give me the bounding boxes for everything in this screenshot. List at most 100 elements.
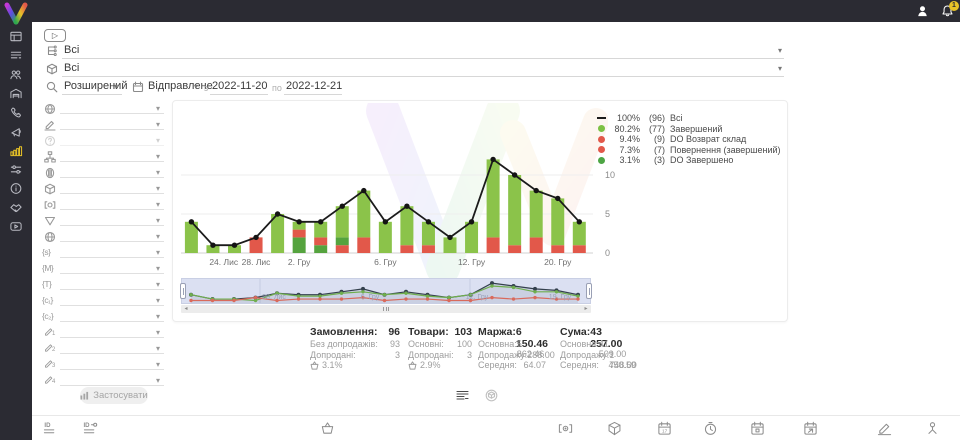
filter-dropdown-fingerprint[interactable]: ▾ (40, 165, 168, 181)
scroll-left-icon[interactable]: ◂ (184, 306, 188, 312)
filter-dropdown-funnel[interactable]: ▾ (40, 213, 168, 229)
filter-dropdown-banknote[interactable]: ▾ (40, 197, 168, 213)
pencil-3-icon (44, 359, 54, 369)
bottombar-cube-icon[interactable] (607, 421, 622, 436)
sidebar-users-icon[interactable] (9, 68, 23, 81)
filter-input-line[interactable] (60, 289, 164, 290)
app-logo-icon[interactable] (3, 2, 29, 26)
legend-item[interactable]: 100% (96) Всі (597, 113, 783, 124)
filter-dropdown-web[interactable]: ▾ (40, 229, 168, 245)
filter-input-line[interactable] (60, 273, 164, 274)
chevron-down-icon: ▾ (155, 120, 160, 129)
sidebar-dashboard-icon[interactable] (9, 30, 23, 43)
legend-marker (597, 124, 606, 133)
navigator-left-handle[interactable] (180, 283, 186, 299)
notifications-bell-icon[interactable]: 1 (941, 1, 959, 18)
bottombar-clock-icon[interactable] (703, 421, 718, 436)
product-filter[interactable]: Всі ▾ (44, 62, 788, 78)
filter-dropdown-globe[interactable]: ▾ (40, 101, 168, 117)
bottombar-calendar-arrow-icon[interactable] (803, 421, 818, 436)
chevron-down-icon: ▾ (194, 82, 199, 91)
tour-play-button[interactable]: ▷ (44, 29, 66, 42)
legend-item[interactable]: 7.3% (7) Повернення (завершений) (597, 145, 783, 156)
filter-input-line[interactable] (60, 369, 164, 370)
filter-input-line[interactable] (60, 353, 164, 354)
orders-stacked-bar-chart: 0 5 10 24. Лис 28. Лис 2. Гру 6. Гру 12. Гру 20.… (181, 106, 625, 277)
filter-input-line[interactable] (60, 385, 164, 386)
bottombar-id-lines-icon[interactable]: ID (43, 421, 58, 436)
bottombar-calendar-date-icon[interactable]: 17 (657, 421, 672, 436)
scroll-right-icon[interactable]: ▸ (584, 306, 588, 312)
filter-input-line[interactable] (60, 241, 164, 242)
bottombar-id-link-icon[interactable]: ID (83, 421, 98, 436)
chevron-down-icon: ▾ (155, 232, 160, 241)
pencil-2-icon (44, 343, 54, 353)
list-view-icon[interactable] (456, 389, 469, 402)
chart-legend: 100% (96) Всі 80.2% (77) Завершений 9.4% (9) DO … (597, 113, 783, 166)
navigator-right-handle[interactable] (586, 283, 592, 299)
search-icon[interactable] (46, 81, 58, 93)
filter-input-line[interactable] (60, 225, 164, 226)
stat-orders: Замовлення: 96 Без допродажів: 93 Допродан… (310, 326, 400, 371)
date-field-select[interactable]: Відправлене (148, 80, 213, 92)
filter-input-line[interactable] (60, 321, 164, 322)
product-view-icon[interactable] (485, 389, 498, 402)
apply-button[interactable]: Застосувати (80, 387, 148, 404)
filter-input-line[interactable] (60, 209, 164, 210)
legend-item[interactable]: 3.1% (3) DO Завершено (597, 155, 783, 166)
filter-input-line[interactable] (60, 161, 164, 162)
chart-scrollbar[interactable]: ◂ ▸ (181, 305, 591, 313)
search-mode-select[interactable]: Розширений (64, 80, 128, 92)
timeline-navigator[interactable]: 28. Лис 6. Гру 12. Гру 19. Гру (180, 278, 592, 304)
filter-dropdown-pencil1[interactable]: 1 ▾ (40, 325, 168, 341)
sidebar-video-icon[interactable] (9, 220, 23, 233)
legend-item[interactable]: 9.4% (9) DO Возврат склад (597, 134, 783, 145)
sidebar-calls-icon[interactable] (9, 106, 23, 119)
sidebar-partners-icon[interactable] (9, 201, 23, 214)
filter-input-line[interactable] (60, 305, 164, 306)
filter-dropdown-pencil3[interactable]: 3 ▾ (40, 357, 168, 373)
filter-dropdown-sitemap[interactable]: ▾ (40, 149, 168, 165)
scrollbar-grip[interactable] (380, 307, 392, 311)
filter-dropdown-signature[interactable]: ▾ (40, 117, 168, 133)
user-avatar-icon[interactable] (916, 4, 929, 18)
sidebar-sliders-icon[interactable] (9, 163, 23, 176)
date-from-input[interactable]: 2022-11-20 (212, 80, 268, 92)
bottombar-signature-icon[interactable] (877, 421, 892, 436)
sidebar-info-icon[interactable] (9, 182, 23, 195)
filter-dropdown-c₂[interactable]: {c₂} ▾ (40, 309, 168, 325)
filter-input-line[interactable] (60, 129, 164, 130)
filter-dropdown-T[interactable]: {T} ▾ (40, 277, 168, 293)
bottombar-calendar-box-icon[interactable] (750, 421, 765, 436)
filter-input-line[interactable] (60, 257, 164, 258)
filter-dropdown-s[interactable]: {s} ▾ (40, 245, 168, 261)
svg-text:ID: ID (44, 422, 51, 429)
filter-input-line[interactable] (60, 145, 164, 146)
filter-dropdown-package[interactable]: ▾ (40, 181, 168, 197)
filter-dropdown-pencil4[interactable]: 4 ▾ (40, 373, 168, 389)
date-to-input[interactable]: 2022-12-21 (286, 80, 343, 92)
help-icon (44, 135, 56, 147)
sidebar-announce-icon[interactable] (9, 125, 23, 138)
sidebar-analytics-icon[interactable] (9, 144, 23, 157)
chevron-down-icon: ▾ (155, 280, 160, 289)
sitemap-icon (44, 151, 56, 163)
bottombar-banknote-eye-icon[interactable] (558, 421, 573, 436)
filter-input-line[interactable] (60, 193, 164, 194)
filter-input-line[interactable] (60, 177, 164, 178)
filter-input-line[interactable] (60, 113, 164, 114)
filter-dropdown-M[interactable]: {M} ▾ (40, 261, 168, 277)
legend-item[interactable]: 80.2% (77) Завершений (597, 124, 783, 135)
filter-dropdown-pencil2[interactable]: 2 ▾ (40, 341, 168, 357)
sidebar-orders-icon[interactable] (9, 49, 23, 62)
bottombar-sitemap-user-icon[interactable] (925, 421, 940, 436)
direction-filter[interactable]: Всі ▾ (44, 44, 788, 60)
search-row: Розширений ▾ Відправлене ▾ з 2022-11-20 … (44, 80, 788, 96)
svg-text:ID: ID (83, 422, 90, 429)
calendar-icon (132, 81, 144, 93)
sidebar-warehouse-icon[interactable] (9, 87, 23, 100)
filter-dropdown-c₁[interactable]: {c₁} ▾ (40, 293, 168, 309)
bottombar-basket-icon[interactable] (320, 421, 335, 436)
filter-input-line[interactable] (60, 337, 164, 338)
legend-marker (597, 114, 606, 123)
